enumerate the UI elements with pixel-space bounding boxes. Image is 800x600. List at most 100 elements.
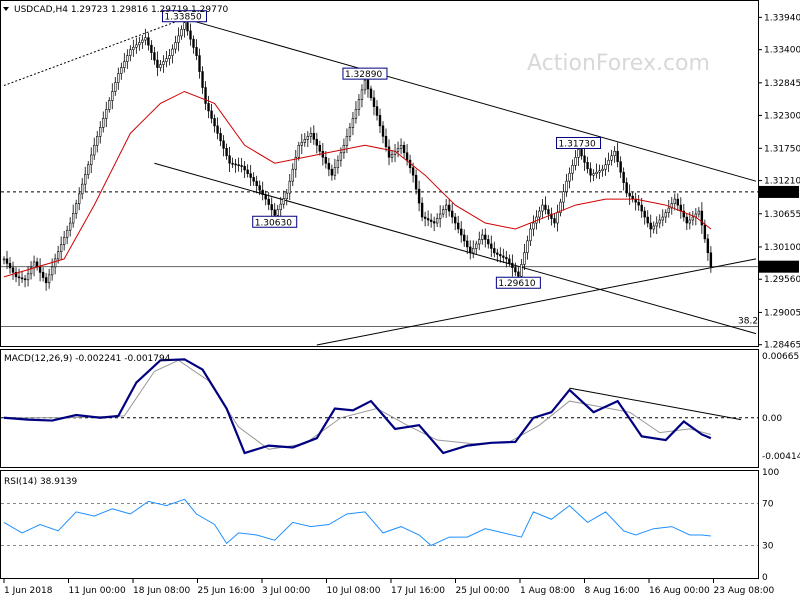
candle-body	[243, 165, 246, 171]
candle-body	[652, 225, 655, 230]
candle-body	[646, 216, 649, 224]
candle-body	[511, 262, 514, 268]
price-axis-label: 1.30655	[764, 210, 800, 220]
candle-body	[11, 267, 15, 273]
candle-body	[613, 150, 616, 157]
candle-body	[84, 174, 87, 185]
candle-body	[174, 42, 177, 50]
candle-body	[318, 145, 322, 152]
candle-body	[234, 163, 237, 166]
watermark: ActionForex.com	[527, 51, 710, 76]
candle-body	[667, 207, 670, 213]
dropdown-triangle-icon	[3, 7, 9, 11]
candle-body	[481, 234, 484, 240]
candle-body	[475, 243, 478, 249]
candle-body	[580, 149, 583, 157]
candle-body	[691, 216, 695, 221]
swing-label: 1.31730	[559, 139, 596, 149]
candle-body	[300, 142, 303, 146]
candle-body	[435, 218, 439, 224]
price-title: USDCAD,H4 1.29723 1.29816 1.29719 1.2977…	[14, 5, 229, 15]
candle-body	[405, 152, 409, 161]
candle-body	[153, 52, 156, 61]
candle-body	[387, 146, 391, 158]
rsi-axis-label: 0	[762, 573, 768, 583]
candle-body	[186, 22, 189, 32]
candle-body	[709, 252, 713, 267]
candle-body	[68, 222, 72, 231]
candle-body	[583, 155, 586, 163]
swing-label-box	[252, 215, 298, 228]
candle-body	[105, 109, 108, 119]
time-axis-label: 25 Jun 16:00	[198, 586, 255, 596]
candle-body	[544, 204, 547, 210]
candle-body	[276, 209, 279, 216]
swing-label-box	[342, 67, 388, 80]
candle-body	[129, 49, 132, 56]
candle-body	[17, 276, 21, 279]
time-axis-label: 1 Jun 2018	[4, 586, 53, 596]
swing-label-box	[556, 136, 602, 149]
candle-body	[568, 172, 571, 182]
candle-body	[78, 193, 81, 204]
candle-body	[294, 156, 297, 170]
candle-body	[640, 204, 643, 212]
candle-body	[44, 277, 48, 284]
candle-body	[574, 157, 577, 166]
candle-body	[553, 218, 556, 224]
candle-body	[589, 168, 592, 176]
candle-body	[703, 224, 707, 240]
candle-body	[159, 64, 162, 68]
candle-body	[324, 156, 328, 164]
candle-body	[375, 106, 379, 116]
candle-body	[183, 22, 186, 30]
candle-body	[99, 127, 102, 137]
candle-body	[390, 153, 394, 158]
candle-body	[228, 155, 231, 164]
candle-body	[610, 155, 613, 161]
macd-title: MACD(12,26,9) -0.002241 -0.001794	[4, 354, 171, 364]
time-axis-label: 16 Aug 00:00	[649, 586, 710, 596]
time-axis-label: 10 Jul 08:00	[327, 586, 381, 596]
candle-body	[658, 219, 661, 224]
time-axis-label: 18 Jun 08:00	[133, 586, 190, 596]
candle-body	[93, 145, 96, 156]
candle-body	[496, 252, 499, 255]
candle-body	[23, 278, 27, 281]
candle-body	[601, 168, 604, 172]
candle-body	[396, 147, 400, 152]
candle-body	[399, 145, 403, 149]
candle-body	[315, 139, 319, 146]
time-axis-label: 8 Aug 16:00	[585, 586, 640, 596]
candle-body	[444, 204, 448, 210]
candle-body	[411, 167, 415, 176]
time-axis-label: 3 Jul 00:00	[262, 586, 311, 596]
candle-body	[270, 204, 273, 211]
candle-body	[26, 273, 30, 281]
candle-body	[147, 37, 150, 46]
candle-body	[74, 203, 78, 214]
candle-body	[59, 244, 63, 253]
price-axis-label: 1.31750	[764, 144, 800, 154]
macd-axis-label: 0.006651	[762, 352, 800, 362]
candle-body	[508, 258, 511, 264]
candle-body	[472, 248, 475, 254]
candle-body	[354, 109, 358, 119]
candle-body	[484, 234, 487, 240]
candle-body	[204, 87, 207, 104]
candle-body	[255, 180, 258, 186]
candle-body	[562, 191, 565, 203]
candle-body	[282, 198, 285, 205]
candle-body	[135, 44, 138, 48]
candle-body	[417, 188, 421, 204]
candle-body	[114, 82, 117, 92]
candle-body	[312, 133, 316, 140]
time-axis-label: 11 Jun 00:00	[69, 586, 126, 596]
candle-body	[357, 99, 361, 110]
candle-body	[517, 271, 520, 277]
candle-body	[457, 222, 460, 230]
price-tag-box	[759, 185, 799, 198]
candle-body	[327, 162, 331, 170]
macd-axis-label: 0.00	[762, 414, 782, 424]
